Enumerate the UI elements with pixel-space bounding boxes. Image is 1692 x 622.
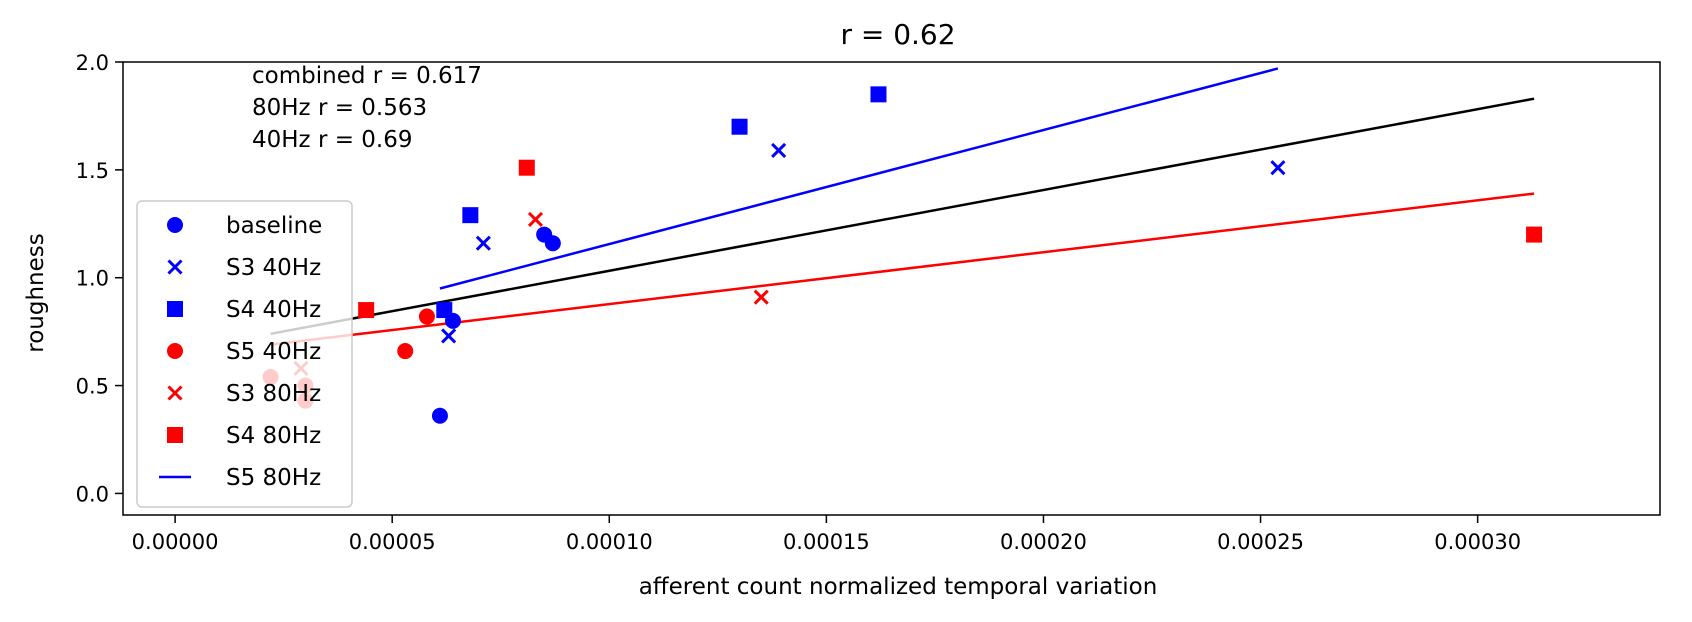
data-point xyxy=(358,302,375,319)
legend-marker xyxy=(167,385,183,401)
data-point xyxy=(436,302,453,319)
legend: baseline S3 40Hz S4 40Hz S5 40Hz S3 80Hz S4 8… xyxy=(136,200,353,508)
data-point xyxy=(731,118,748,135)
data-point xyxy=(518,159,535,176)
legend-marker xyxy=(167,427,183,443)
legend-marker xyxy=(167,217,183,233)
data-point xyxy=(1526,226,1543,243)
legend-label: baseline xyxy=(226,213,322,239)
plot-frame xyxy=(122,61,1661,516)
data-point xyxy=(441,328,457,344)
legend-label: S3 80Hz xyxy=(226,381,321,407)
fit-line xyxy=(439,67,1279,290)
data-point xyxy=(753,289,769,305)
data-point xyxy=(771,142,787,159)
legend-box xyxy=(136,200,353,508)
y-axis-label: roughness xyxy=(23,233,49,352)
legend-label: S5 80Hz xyxy=(226,465,321,491)
y-axis-ticks: 0.0 0.5 1.0 1.5 2.0 xyxy=(76,51,123,506)
y-tick-label: 1.0 xyxy=(76,267,109,291)
chart-title: r = 0.62 xyxy=(840,18,955,51)
legend-label: S4 80Hz xyxy=(226,423,321,449)
legend-marker xyxy=(167,343,183,359)
y-tick-label: 0.0 xyxy=(76,482,109,506)
data-point xyxy=(475,235,491,251)
y-tick-label: 1.5 xyxy=(76,159,109,183)
x-tick-label: 0.00020 xyxy=(1000,530,1087,554)
data-point xyxy=(418,308,435,325)
data-point xyxy=(870,86,887,103)
data-point xyxy=(544,235,561,252)
legend-marker xyxy=(167,259,183,275)
annotations: combined r = 0.617 80Hz r = 0.563 40Hz r =… xyxy=(252,63,482,153)
x-axis-label: afferent count normalized temporal varia… xyxy=(639,574,1158,600)
x-tick-label: 0.00000 xyxy=(132,530,219,554)
x-tick-label: 0.00025 xyxy=(1217,530,1304,554)
legend-marker xyxy=(167,301,183,317)
legend-label: S4 40Hz xyxy=(226,297,321,323)
x-tick-label: 0.00010 xyxy=(566,530,653,554)
legend-label: S3 40Hz xyxy=(226,255,321,281)
data-points xyxy=(262,86,1543,424)
annotation-text: 80Hz r = 0.563 xyxy=(252,95,427,121)
fit-line xyxy=(270,97,1535,336)
x-tick-label: 0.00030 xyxy=(1434,530,1521,554)
data-point xyxy=(431,407,448,424)
annotation-text: 40Hz r = 0.69 xyxy=(252,127,413,153)
y-tick-label: 0.5 xyxy=(76,375,109,399)
data-point xyxy=(397,343,414,360)
data-point xyxy=(462,207,479,224)
fit-lines xyxy=(270,67,1535,346)
data-point xyxy=(1270,160,1286,176)
x-tick-label: 0.00015 xyxy=(783,530,870,554)
annotation-text: combined r = 0.617 xyxy=(252,63,482,89)
data-point xyxy=(527,211,544,228)
x-tick-label: 0.00005 xyxy=(349,530,436,554)
legend-label: S5 40Hz xyxy=(226,339,321,365)
y-tick-label: 2.0 xyxy=(76,51,109,75)
fit-line xyxy=(270,192,1535,346)
x-axis-ticks: 0.00000 0.00005 0.00010 0.00015 0.00020 0.000… xyxy=(132,515,1521,554)
